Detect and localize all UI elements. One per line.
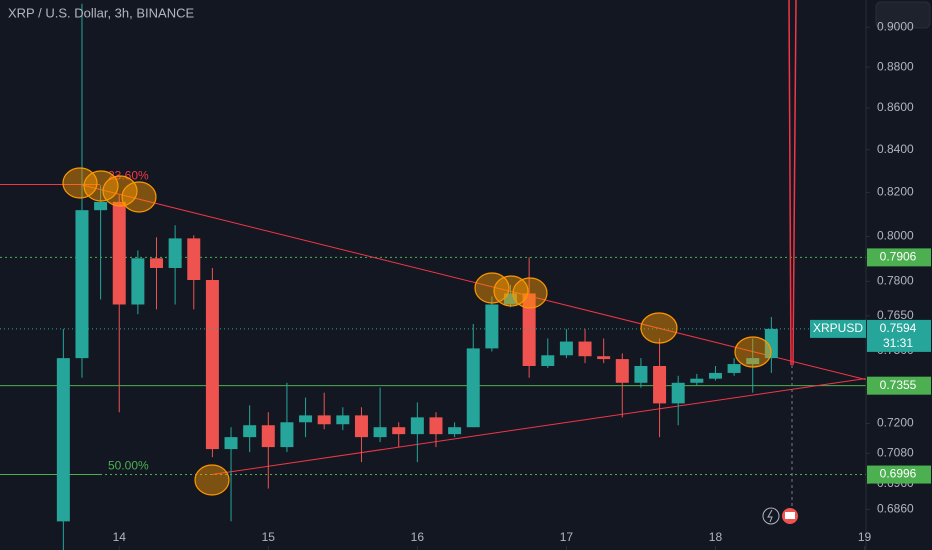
candle-body [261, 425, 275, 448]
candle-body [727, 364, 741, 373]
candle-body [392, 427, 406, 435]
price-label-box [867, 465, 931, 484]
x-tick-label: 19 [858, 530, 872, 544]
candle-body [690, 378, 704, 383]
candle-body [634, 365, 648, 383]
y-tick-label: 0.8400 [877, 142, 914, 156]
candle-body [429, 417, 443, 435]
x-tick-label: 18 [709, 530, 723, 544]
highlight [493, 275, 529, 307]
candle-body [112, 201, 126, 305]
y-tick-label: 0.8200 [877, 185, 914, 199]
candle-body [746, 358, 760, 365]
candle-body [280, 422, 294, 448]
countdown: 31:31 [883, 336, 913, 350]
highlight [640, 312, 678, 344]
event-icon[interactable] [762, 507, 780, 525]
price-label: 0.7906 [880, 250, 917, 264]
highlight [121, 181, 157, 213]
spike-line [792, 0, 797, 366]
candle-body [466, 348, 480, 428]
candle-body [150, 258, 164, 268]
x-tick-label: 16 [411, 530, 425, 544]
x-tick-label: 15 [262, 530, 276, 544]
y-tick-label: 0.7080 [877, 446, 914, 460]
y-tick-label: 0.7650 [877, 308, 914, 322]
candle-body [299, 415, 313, 423]
x-tick-label: 14 [113, 530, 127, 544]
price-label-box [867, 376, 931, 395]
candle-body [75, 210, 89, 359]
candle-body [56, 358, 70, 522]
y-tick-label: 0.8800 [877, 59, 914, 73]
price-label-box [867, 248, 931, 267]
candle-body [615, 359, 629, 383]
y-tick-label: 0.7200 [877, 416, 914, 430]
candle-body [764, 328, 778, 359]
chart-title: XRP / U.S. Dollar, 3h, BINANCE [8, 5, 194, 20]
last-price-box [867, 319, 931, 352]
candle-body [541, 355, 555, 366]
candle-body [317, 415, 331, 425]
trendline [211, 377, 867, 476]
highlights [62, 167, 772, 496]
candle-body [559, 341, 573, 356]
price-label: 0.6996 [880, 467, 917, 481]
plot-area: 23.60% 50.00% [0, 3, 867, 550]
fib-label: 50.00% [108, 459, 149, 473]
highlight [102, 175, 138, 207]
fib-label: 23.60% [108, 169, 149, 183]
y-tick-label: 0.7800 [877, 274, 914, 288]
candle-body [205, 279, 219, 450]
symbol-label: XRPUSD [813, 321, 863, 335]
axis-layer: 0.9000 0.8800 0.8600 0.8400 0.8200 0.8000 0.78… [113, 19, 931, 550]
candle-body [354, 415, 368, 438]
candle-body [131, 258, 145, 305]
highlight [512, 277, 548, 309]
lightning-icon [767, 509, 773, 523]
last-price-label: 0.7594 [880, 321, 917, 335]
candle-body [597, 356, 611, 360]
price-label: 0.7355 [880, 378, 917, 392]
candle-body [578, 341, 592, 357]
candle-body [243, 425, 257, 438]
candle-body [653, 365, 667, 404]
candle-body [485, 304, 499, 349]
candle-body [336, 415, 350, 425]
y-tick-label: 0.6860 [877, 502, 914, 516]
highlight [194, 464, 230, 496]
candle-body [94, 201, 108, 211]
candle-body [168, 238, 182, 268]
candle-body [504, 293, 518, 305]
candle-body [708, 372, 722, 379]
y-tick-label: 0.9000 [877, 19, 914, 33]
candle-body [224, 437, 238, 450]
flag-shape [785, 512, 795, 519]
y-tick-label: 0.8600 [877, 100, 914, 114]
spike-line [788, 0, 792, 366]
candle-body [448, 427, 462, 435]
highlight [734, 336, 772, 368]
trendline [79, 184, 867, 381]
candle-body [187, 238, 201, 280]
candle-body [373, 427, 387, 438]
x-tick-label: 17 [560, 530, 574, 544]
candle-body [671, 382, 685, 404]
highlight [474, 272, 510, 304]
y-tick-label: 0.8000 [877, 229, 914, 243]
price-axis [866, 0, 932, 550]
candle-body [410, 417, 424, 435]
candle-body [522, 293, 536, 366]
symbol-box [810, 319, 866, 338]
settings-button[interactable] [875, 1, 931, 29]
